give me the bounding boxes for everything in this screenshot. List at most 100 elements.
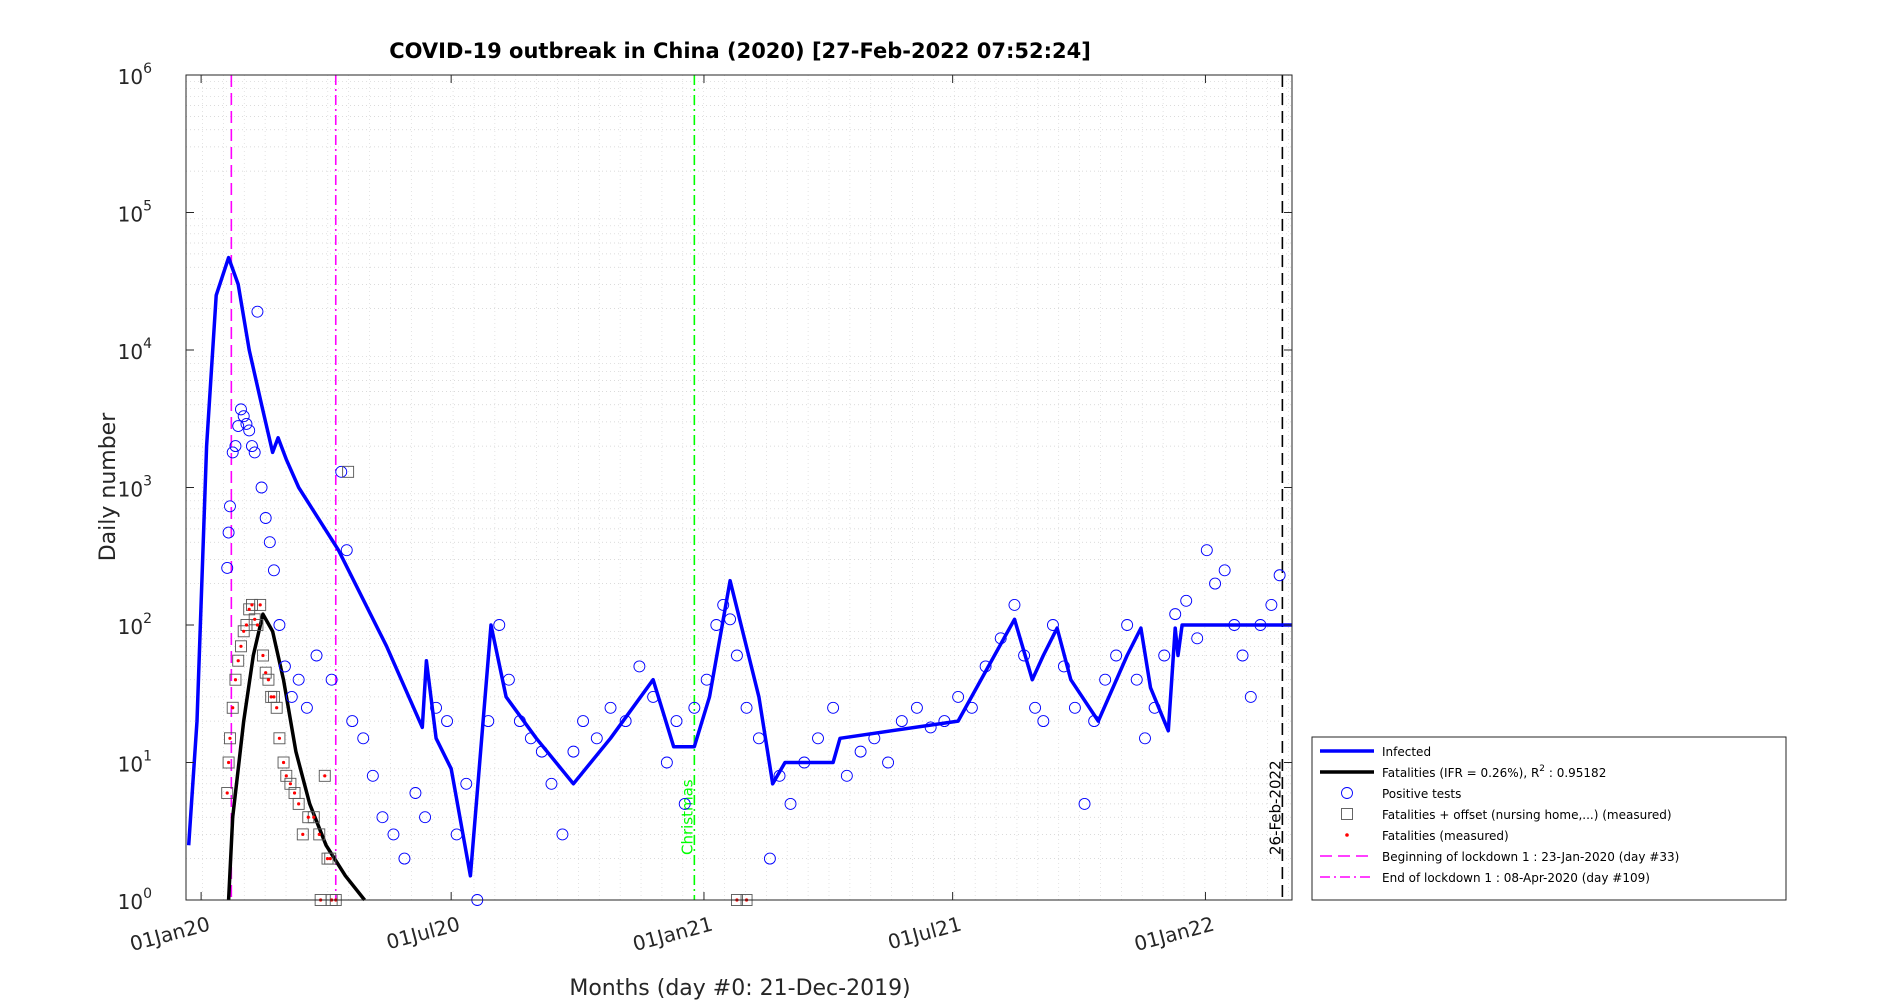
positive-test-point	[398, 852, 411, 865]
fatality-point	[323, 774, 327, 778]
fatality-offset-point	[229, 673, 242, 686]
fatality-point	[226, 760, 231, 765]
fatality-point	[292, 791, 297, 795]
fatality-point	[284, 774, 288, 778]
positive-test-point	[237, 410, 250, 423]
fatality-point	[266, 678, 271, 682]
positive-test-point	[1057, 660, 1070, 673]
legend-entry-label: Beginning of lockdown 1 : 23-Jan-2020 (d…	[1382, 850, 1679, 864]
fatality-point	[325, 857, 330, 861]
fatality-offset-point	[221, 787, 234, 799]
positive-test-point	[798, 756, 811, 769]
fatality-offset-point	[259, 666, 272, 679]
positive-test-point	[524, 732, 537, 745]
fatality-offset-point	[254, 598, 267, 611]
positive-test-point	[717, 598, 730, 611]
positive-test-point	[441, 715, 453, 728]
fatality-offset-point	[232, 654, 245, 667]
positive-test-point	[493, 619, 506, 631]
positive-test-point	[376, 811, 389, 824]
positive-test-point	[232, 420, 245, 432]
positive-test-point	[710, 619, 723, 631]
vertical-line-label: Christmas	[678, 779, 696, 855]
series	[186, 255, 1292, 906]
positive-test-point	[335, 465, 348, 478]
y-tick-label: 105	[118, 199, 152, 227]
legend-entry-label: Positive tests	[1382, 787, 1461, 801]
y-axis-label: Daily number	[96, 412, 121, 561]
positive-test-point	[700, 673, 713, 686]
fatality-point	[255, 623, 260, 627]
fatality-offset-point	[284, 777, 297, 790]
positive-test-point	[285, 690, 298, 703]
positive-test-point	[222, 526, 235, 539]
positive-test-point	[1218, 564, 1231, 577]
positive-test-point	[545, 777, 558, 790]
positive-test-point	[1068, 701, 1081, 714]
positive-test-point	[245, 440, 258, 453]
positive-test-point	[1078, 797, 1091, 810]
positive-test-point	[1273, 569, 1286, 582]
positive-test-point	[1029, 701, 1042, 714]
fatality-point	[272, 695, 276, 699]
legend-entry-label: Fatalities (IFR = 0.26%), R2 : 0.95182	[1382, 764, 1606, 780]
positive-test-point	[895, 715, 908, 728]
positive-test-point	[647, 690, 660, 703]
positive-test-point	[1265, 598, 1278, 611]
fatality-offset-point	[318, 769, 331, 782]
positive-test-point	[752, 732, 765, 745]
fatality-offset-point	[224, 732, 236, 745]
positive-test-point	[633, 660, 646, 673]
positive-test-point	[840, 769, 853, 782]
positive-test-point	[1228, 619, 1241, 631]
positive-test-point	[1169, 608, 1182, 621]
positive-test-point	[300, 701, 313, 714]
positive-test-point	[938, 715, 951, 728]
positive-test-point	[965, 701, 978, 714]
fatality-offset-point	[280, 769, 293, 782]
positive-test-point	[567, 745, 580, 758]
legend-dot-swatch	[1345, 833, 1349, 837]
positive-test-point	[255, 481, 268, 494]
fatality-offset-point	[342, 465, 355, 478]
positive-test-point	[292, 673, 305, 686]
fatality-point	[242, 629, 246, 633]
positive-test-point	[1088, 715, 1101, 728]
positive-test-point	[1130, 673, 1143, 686]
positive-test-point	[763, 852, 776, 865]
positive-test-point	[994, 632, 1007, 645]
positive-test-point	[670, 715, 683, 728]
positive-test-point	[730, 649, 743, 662]
positive-test-point	[235, 403, 247, 416]
fatality-point	[275, 706, 279, 710]
fatality-offset-point	[251, 619, 264, 631]
legend-box	[1311, 736, 1787, 901]
positive-test-point	[273, 619, 286, 631]
fatality-point	[233, 678, 238, 682]
positive-test-point	[688, 701, 701, 714]
fatality-offset-point	[296, 828, 309, 841]
positive-test-point	[784, 797, 797, 810]
y-tick-label: 101	[118, 749, 152, 777]
fatality-point	[225, 791, 229, 795]
positive-test-point	[1008, 598, 1021, 611]
fatality-offset-point	[256, 649, 269, 662]
positive-test-point	[882, 756, 895, 769]
positive-test-point	[1244, 690, 1257, 703]
positive-test-point	[226, 446, 239, 459]
fatality-offset-point	[277, 756, 290, 769]
positive-test-point	[1046, 619, 1059, 631]
positive-test-point	[1236, 649, 1249, 662]
positive-test-point	[1191, 632, 1204, 645]
fatality-offset-point	[292, 797, 305, 810]
y-tick-label: 104	[118, 336, 152, 364]
positive-test-point	[346, 715, 359, 728]
positive-test-point	[1158, 649, 1171, 662]
positive-test-point	[827, 701, 840, 714]
positive-test-point	[460, 777, 473, 790]
positive-test-point	[577, 715, 590, 728]
positive-test-point	[419, 811, 432, 824]
positive-test-point	[1209, 577, 1222, 590]
fatality-offset-point	[262, 673, 275, 686]
